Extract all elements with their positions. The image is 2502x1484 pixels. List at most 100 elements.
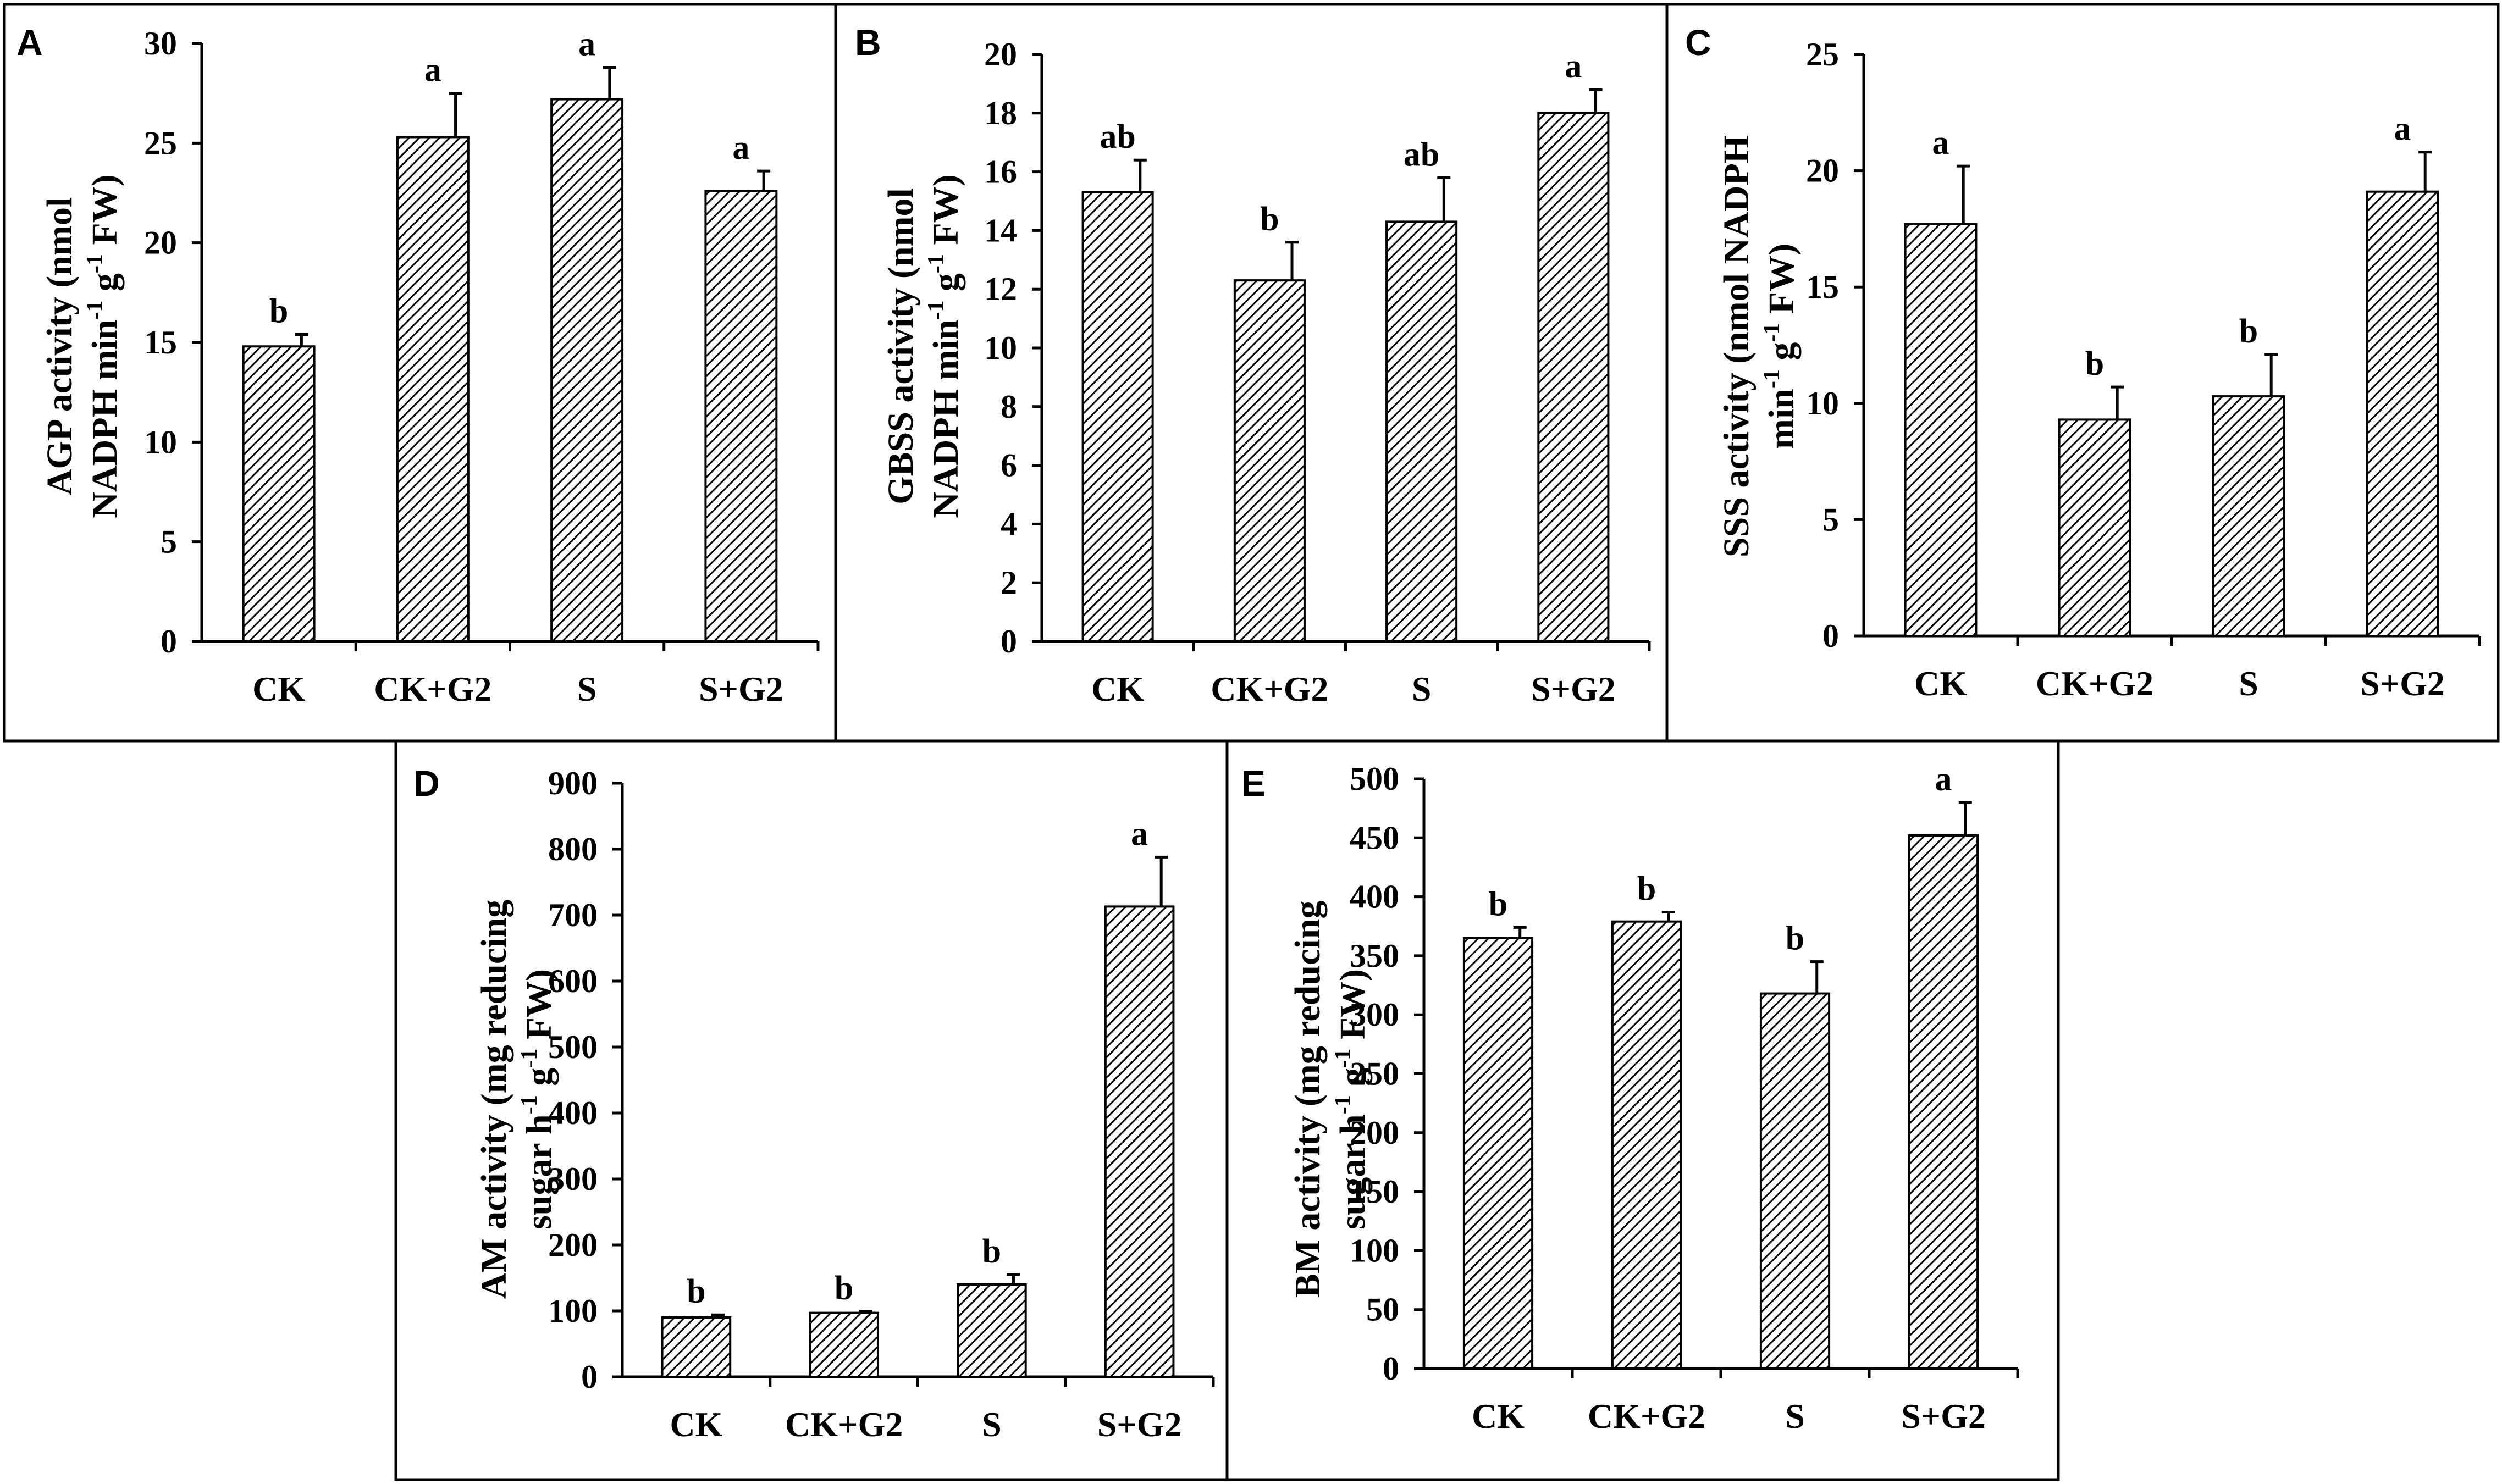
category-label: CK+G2 xyxy=(1211,669,1328,708)
y-tick-label: 400 xyxy=(548,1095,598,1131)
y-tick-label: 500 xyxy=(1350,761,1399,797)
y-tick-label: 300 xyxy=(548,1161,598,1197)
y-tick-label: 350 xyxy=(1350,938,1399,974)
y-tick-label: 10 xyxy=(144,424,177,460)
category-label: S+G2 xyxy=(1531,669,1616,708)
significance-label: ab xyxy=(1100,118,1135,156)
y-tick-label: 250 xyxy=(1350,1056,1399,1092)
category-label: CK+G2 xyxy=(2036,664,2153,703)
significance-label: b xyxy=(982,1233,1001,1270)
category-label: S xyxy=(577,669,597,708)
y-tick-label: 5 xyxy=(1822,501,1839,538)
significance-label: b xyxy=(2239,313,2258,350)
category-label: CK xyxy=(252,669,305,708)
panel-letter: A xyxy=(16,22,43,63)
y-tick-label: 300 xyxy=(1350,996,1399,1033)
category-label: S xyxy=(982,1405,1002,1444)
y-tick-label: 500 xyxy=(548,1029,598,1065)
category-label: CK xyxy=(1914,664,1967,703)
y-tick-label: 0 xyxy=(1001,623,1017,660)
bar-s-plus-g2 xyxy=(2366,190,2439,637)
panel-letter: C xyxy=(1685,22,1711,63)
bar-s xyxy=(957,1283,1027,1378)
bar-s-plus-g2 xyxy=(1537,112,1610,643)
bar-ck-plus-g2 xyxy=(2058,418,2131,637)
bar-s-plus-g2 xyxy=(1104,905,1175,1378)
bar-ck xyxy=(661,1316,732,1378)
category-label: S xyxy=(2239,664,2258,703)
y-tick-label: 800 xyxy=(548,831,598,867)
y-tick-label: 25 xyxy=(144,125,177,161)
bar-ck-plus-g2 xyxy=(809,1311,879,1378)
y-axis-title: BM activity (mg reducing sugar h-1 g-1 FW… xyxy=(1288,901,1373,1298)
category-label: CK xyxy=(1091,669,1144,708)
y-tick-label: 150 xyxy=(1350,1173,1399,1210)
y-tick-label: 30 xyxy=(144,25,177,62)
y-axis-title: AGP activity (nmol NADPH min-1 g-1 FW) xyxy=(40,174,125,518)
significance-label: b xyxy=(1260,201,1279,238)
category-label: CK xyxy=(670,1405,722,1444)
bar-ck-plus-g2 xyxy=(1611,920,1682,1370)
y-tick-label: 0 xyxy=(161,623,177,660)
significance-label: b xyxy=(1489,885,1507,923)
bar-s xyxy=(1759,992,1831,1370)
panel-frame xyxy=(1665,3,2500,743)
y-tick-label: 100 xyxy=(548,1293,598,1329)
bar-ck xyxy=(1904,223,1978,638)
y-tick-label: 700 xyxy=(548,897,598,933)
y-tick-label: 450 xyxy=(1350,819,1399,856)
panel-letter: E xyxy=(1241,763,1266,804)
y-tick-label: 4 xyxy=(1001,506,1017,542)
significance-label: a xyxy=(1131,815,1148,852)
significance-label: b xyxy=(269,292,288,330)
bar-s xyxy=(2212,395,2285,637)
category-label: S+G2 xyxy=(1901,1397,1986,1436)
bar-s xyxy=(1385,220,1458,643)
significance-label: b xyxy=(1637,870,1656,907)
y-tick-label: 200 xyxy=(1350,1115,1399,1151)
category-label: CK xyxy=(1472,1397,1525,1436)
bar-ck-plus-g2 xyxy=(396,136,470,643)
bar-ck xyxy=(1081,191,1154,643)
significance-label: b xyxy=(687,1273,705,1310)
significance-label: a xyxy=(1932,124,1949,162)
category-label: S xyxy=(1412,669,1432,708)
y-tick-label: 400 xyxy=(1350,879,1399,915)
y-tick-label: 5 xyxy=(161,524,177,560)
y-tick-label: 15 xyxy=(1806,269,1839,305)
bar-s-plus-g2 xyxy=(1908,834,1979,1370)
y-axis-title: GBSS activity (nmol NADPH min-1 g-1 FW) xyxy=(881,174,966,518)
y-axis-title: SSS activity (nmol NADPH min-1 g-1 FW) xyxy=(1716,135,1802,557)
y-axis-title: AM activity (mg reducing sugar h-1 g-1 FW… xyxy=(474,900,559,1299)
category-label: CK+G2 xyxy=(1588,1397,1705,1436)
y-tick-label: 900 xyxy=(548,765,598,801)
y-tick-label: 0 xyxy=(581,1359,598,1395)
y-tick-label: 8 xyxy=(1001,389,1017,425)
panel-b: B 0 2 4 6 8 10 12 14 16 18 20 ab CK b CK+G2 ab Sa S+G2 GBSS… xyxy=(834,3,1669,743)
y-tick-label: 10 xyxy=(984,330,1017,366)
y-tick-label: 25 xyxy=(1806,36,1839,73)
y-tick-label: 600 xyxy=(548,963,598,999)
y-tick-label: 20 xyxy=(144,225,177,261)
bar-s-plus-g2 xyxy=(704,190,778,643)
category-label: S xyxy=(1785,1397,1805,1436)
panel-letter: B xyxy=(855,22,881,63)
significance-label: a xyxy=(1935,761,1952,798)
panel-frame xyxy=(1225,739,2060,1481)
y-tick-label: 20 xyxy=(984,36,1017,73)
category-label: S+G2 xyxy=(1097,1405,1182,1444)
category-label: S+G2 xyxy=(2360,664,2445,703)
panel-d: D 0 100 200 300 400 500 600 700 800 900 b CK b CK+G2 b S… xyxy=(394,739,1229,1481)
significance-label: a xyxy=(578,26,595,63)
bar-ck-plus-g2 xyxy=(1233,279,1306,643)
y-tick-label: 16 xyxy=(984,154,1017,190)
y-tick-label: 2 xyxy=(1001,564,1017,601)
panel-a: A 0 5 10 15 20 25 30 b CK a CK+G2 a Sa S+G2 AGP activit… xyxy=(3,3,837,743)
y-tick-label: 20 xyxy=(1806,153,1839,189)
bar-ck xyxy=(242,345,316,643)
y-tick-label: 6 xyxy=(1001,447,1017,484)
category-label: CK+G2 xyxy=(374,669,491,708)
significance-label: a xyxy=(732,129,749,167)
